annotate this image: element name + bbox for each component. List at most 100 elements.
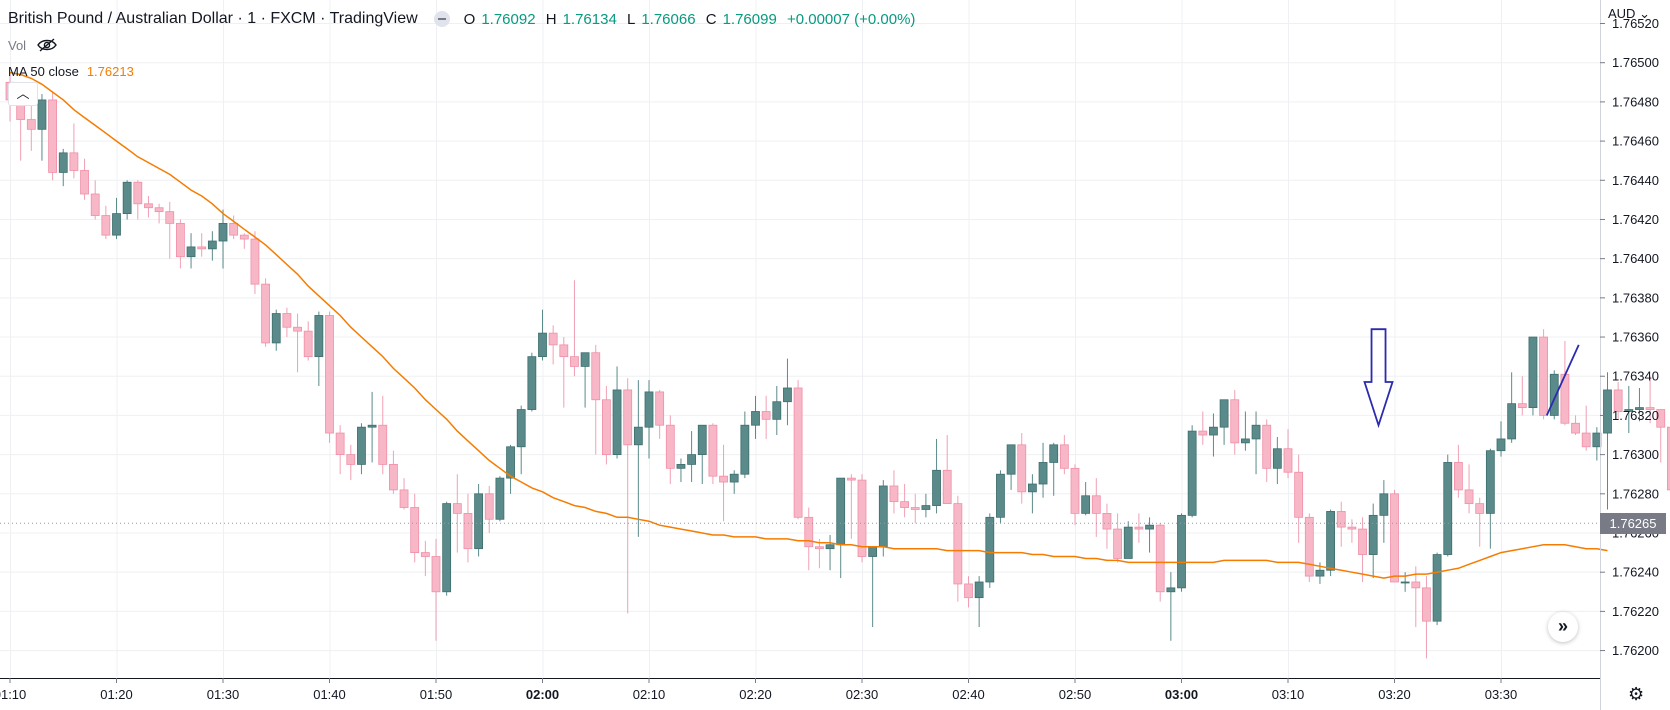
ohlc-low-label: L: [626, 10, 636, 28]
candle-body: [1091, 495, 1101, 514]
candle-down: [1613, 382, 1623, 420]
candle-down: [1283, 429, 1293, 479]
y-tick-label: 1.76300: [1612, 447, 1659, 462]
candle-body: [1145, 524, 1154, 530]
candle-body: [974, 581, 984, 599]
candle-body: [1230, 399, 1240, 444]
candle-body: [357, 426, 366, 465]
candle-body: [399, 489, 409, 508]
candle-down: [1517, 376, 1527, 416]
y-tick-label: 1.76280: [1612, 486, 1659, 501]
candle-up: [878, 480, 888, 557]
candle-down: [165, 201, 175, 259]
candle-body: [1635, 407, 1644, 410]
candle-down: [388, 450, 398, 494]
candle-up: [825, 534, 835, 571]
vol-indicator-label[interactable]: Vol: [8, 37, 27, 53]
legend-collapse-icon[interactable]: [433, 11, 450, 27]
candle-body: [144, 203, 153, 209]
ohlc-change: +0.00007 (+0.00%): [786, 10, 916, 28]
candle-down: [463, 493, 473, 563]
candle-down: [101, 205, 111, 240]
candle-down: [420, 540, 430, 577]
candle-down: [655, 389, 665, 439]
candle-up: [1443, 454, 1453, 557]
candle-body: [48, 99, 57, 173]
candle-body: [527, 356, 537, 410]
ma-indicator-label[interactable]: MA 50 close: [8, 63, 79, 79]
candle-down: [1454, 444, 1463, 498]
candle-down: [154, 203, 164, 224]
candle-body: [282, 313, 292, 328]
candle-up: [729, 470, 739, 494]
gear-icon[interactable]: ⚙: [1628, 684, 1645, 704]
ohlc-high: 1.76134: [562, 10, 617, 28]
x-tick-label: 02:40: [952, 687, 985, 702]
candle-up: [1368, 503, 1378, 579]
candle-body: [1390, 493, 1399, 583]
candle-body: [1251, 424, 1261, 440]
candle-down: [282, 307, 292, 338]
x-tick-label: 02:00: [526, 687, 559, 702]
candle-down: [1017, 433, 1027, 504]
candle-body: [1315, 569, 1325, 577]
candle-body: [868, 546, 878, 557]
scroll-to-realtime-icon[interactable]: »: [1548, 612, 1578, 642]
candle-body: [442, 503, 452, 593]
candle-down: [1294, 454, 1304, 543]
y-tick-label: 1.76340: [1612, 369, 1659, 384]
candle-up: [1603, 372, 1612, 510]
currency-selector[interactable]: AUD ⌄: [1608, 6, 1650, 21]
y-tick-label: 1.76360: [1612, 330, 1659, 345]
candle-body: [346, 454, 356, 465]
candle-down: [1645, 376, 1655, 424]
candle-up: [1432, 552, 1442, 626]
candle-body: [804, 516, 814, 548]
x-tick-label: 03:20: [1378, 687, 1411, 702]
x-tick-label: 02:30: [846, 687, 879, 702]
candle-down: [452, 474, 462, 553]
candle-up: [985, 513, 995, 588]
candle-down: [953, 495, 963, 602]
candle-body: [484, 493, 494, 520]
ma-indicator-value: 1.76213: [86, 63, 134, 79]
y-tick-label: 1.76400: [1612, 251, 1659, 266]
candle-up: [37, 94, 47, 161]
candle-body: [1166, 587, 1176, 593]
candle-up: [367, 391, 377, 463]
candle-up: [996, 470, 1005, 524]
candle-body: [697, 424, 707, 456]
candle-body: [420, 552, 430, 557]
candle-body: [314, 315, 324, 358]
y-tick-label: 1.76380: [1612, 290, 1659, 305]
candle-body: [1113, 528, 1122, 559]
hidden-eye-icon[interactable]: [36, 37, 58, 53]
candle-body: [1155, 524, 1165, 593]
candle-down: [1464, 464, 1474, 514]
candle-up: [1549, 370, 1559, 420]
candle-body: [1411, 581, 1421, 589]
x-tick-label: 01:40: [313, 687, 346, 702]
candle-body: [996, 473, 1005, 518]
candle-body: [506, 446, 515, 479]
candle-down: [708, 423, 718, 485]
ohlc-open: 1.76092: [481, 10, 536, 28]
candle-up: [1624, 386, 1634, 434]
candle-body: [580, 352, 590, 367]
candle-body: [633, 426, 643, 446]
symbol-title[interactable]: British Pound / Australian Dollar · 1 · …: [8, 10, 418, 27]
candle-body: [1379, 493, 1389, 516]
candle-body: [112, 213, 121, 236]
candle-body: [1422, 587, 1431, 622]
candle-body: [857, 479, 867, 557]
candle-body: [1059, 444, 1069, 469]
candle-body: [846, 477, 856, 481]
chevron-up-icon[interactable]: ︿: [8, 82, 38, 106]
candle-body: [1432, 554, 1442, 622]
candle-up: [1635, 387, 1644, 422]
candle-body: [229, 222, 239, 236]
candle-up: [687, 431, 696, 483]
candle-down: [133, 180, 143, 220]
candle-body: [1336, 511, 1346, 528]
